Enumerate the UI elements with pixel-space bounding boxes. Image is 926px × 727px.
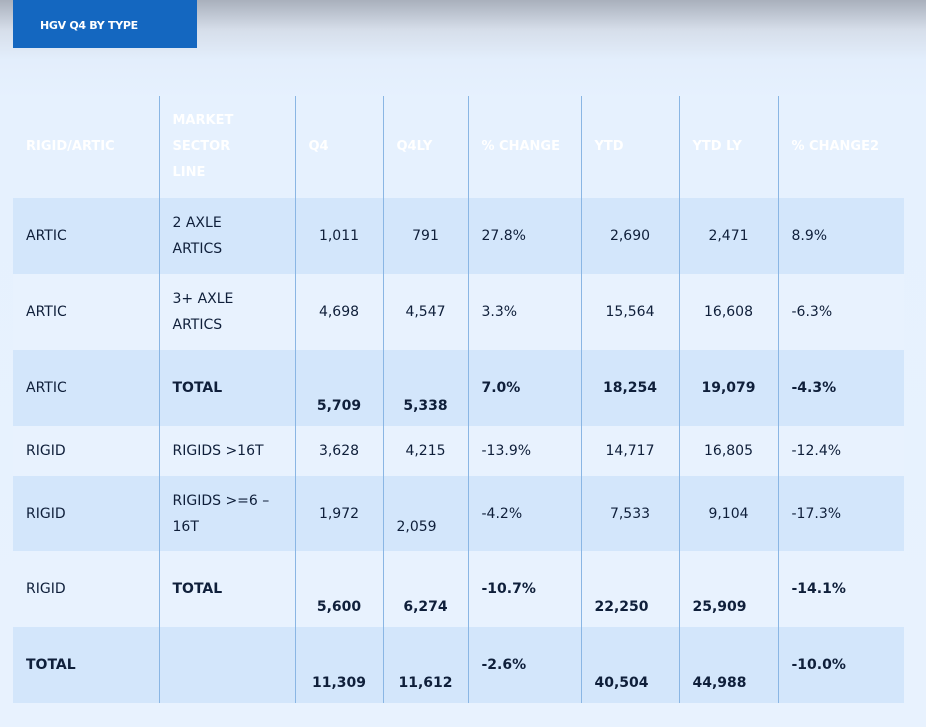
cell-q4: 1,972 <box>295 476 384 551</box>
cell-pct-change2: 8.9% <box>778 198 904 274</box>
cell-market-sector-line: RIGIDS >16T <box>159 426 296 476</box>
data-table: RIGID/ARTIC MARKET SECTOR LINE Q4 Q4LY %… <box>13 96 904 703</box>
column-header[interactable]: % CHANGE <box>468 96 582 198</box>
cell-rigid-artic: TOTAL <box>13 627 160 703</box>
cell-q4ly: 5,338 <box>383 350 469 426</box>
cell-pct-change: -13.9% <box>468 426 582 476</box>
cell-ytd: 18,254 <box>581 350 680 426</box>
cell-q4: 1,011 <box>295 198 384 274</box>
cell-ytd-ly: 2,471 <box>679 198 779 274</box>
cell-market-sector-line <box>159 627 296 703</box>
cell-ytd: 22,250 <box>581 551 680 627</box>
cell-ytd: 14,717 <box>581 426 680 476</box>
column-header-label: MARKET SECTOR LINE <box>172 113 234 180</box>
column-header[interactable]: Q4LY <box>383 96 469 198</box>
cell-pct-change2: -10.0% <box>778 627 904 703</box>
cell-market-sector-line: 2 AXLE ARTICS <box>159 198 296 274</box>
column-header[interactable]: YTD LY <box>679 96 779 198</box>
cell-q4: 11,309 <box>295 627 384 703</box>
column-header-label: % CHANGE <box>481 139 560 154</box>
header-row: RIGID/ARTIC MARKET SECTOR LINE Q4 Q4LY %… <box>13 96 904 198</box>
table-row[interactable]: RIGID RIGIDS >16T 3,628 4,215 -13.9% 14,… <box>13 426 904 476</box>
cell-ytd: 15,564 <box>581 274 680 350</box>
table-row[interactable]: TOTAL 11,309 11,612 -2.6% 40,504 44,988 … <box>13 627 904 703</box>
table-row[interactable]: ARTIC 2 AXLE ARTICS 1,011 791 27.8% 2,69… <box>13 198 904 274</box>
table-row[interactable]: ARTIC 3+ AXLE ARTICS 4,698 4,547 3.3% 15… <box>13 274 904 350</box>
cell-ytd-ly: 9,104 <box>679 476 779 551</box>
cell-rigid-artic: ARTIC <box>13 274 160 350</box>
table-row[interactable]: ARTIC TOTAL 5,709 5,338 7.0% 18,254 19,0… <box>13 350 904 426</box>
column-header[interactable]: RIGID/ARTIC <box>13 96 160 198</box>
table-row[interactable]: RIGID RIGIDS >=6 – 16T 1,972 2,059 -4.2%… <box>13 476 904 551</box>
cell-rigid-artic: RIGID <box>13 551 160 627</box>
cell-q4: 5,600 <box>295 551 384 627</box>
cell-q4ly: 791 <box>383 198 469 274</box>
cell-pct-change: -10.7% <box>468 551 582 627</box>
cell-market-sector-line: TOTAL <box>159 551 296 627</box>
cell-q4ly: 4,547 <box>383 274 469 350</box>
cell-pct-change: -2.6% <box>468 627 582 703</box>
table-row[interactable]: RIGID TOTAL 5,600 6,274 -10.7% 22,250 25… <box>13 551 904 627</box>
column-header[interactable]: MARKET SECTOR LINE <box>159 96 296 198</box>
cell-ytd-ly: 25,909 <box>679 551 779 627</box>
cell-q4ly: 4,215 <box>383 426 469 476</box>
tab-hgv-q4-by-type[interactable]: HGV Q4 BY TYPE <box>13 0 197 48</box>
column-header-label: % CHANGE2 <box>791 139 880 154</box>
column-header[interactable]: % CHANGE2 <box>778 96 904 198</box>
cell-text: RIGIDS >=6 – 16T <box>172 492 270 535</box>
cell-ytd: 7,533 <box>581 476 680 551</box>
cell-pct-change2: -12.4% <box>778 426 904 476</box>
cell-pct-change: 3.3% <box>468 274 582 350</box>
cell-text: 2 AXLE ARTICS <box>172 215 223 257</box>
cell-ytd: 40,504 <box>581 627 680 703</box>
cell-ytd: 2,690 <box>581 198 680 274</box>
cell-market-sector-line: RIGIDS >=6 – 16T <box>159 476 296 551</box>
cell-market-sector-line: 3+ AXLE ARTICS <box>159 274 296 350</box>
cell-rigid-artic: RIGID <box>13 426 160 476</box>
cell-market-sector-line: TOTAL <box>159 350 296 426</box>
cell-q4: 3,628 <box>295 426 384 476</box>
cell-q4: 5,709 <box>295 350 384 426</box>
cell-text: 3+ AXLE ARTICS <box>172 291 234 333</box>
cell-pct-change: 27.8% <box>468 198 582 274</box>
column-header[interactable]: Q4 <box>295 96 384 198</box>
cell-pct-change2: -6.3% <box>778 274 904 350</box>
cell-ytd-ly: 16,608 <box>679 274 779 350</box>
cell-rigid-artic: ARTIC <box>13 350 160 426</box>
cell-pct-change2: -14.1% <box>778 551 904 627</box>
cell-pct-change2: -17.3% <box>778 476 904 551</box>
column-header[interactable]: YTD <box>581 96 680 198</box>
cell-q4: 4,698 <box>295 274 384 350</box>
cell-ytd-ly: 16,805 <box>679 426 779 476</box>
cell-ytd-ly: 19,079 <box>679 350 779 426</box>
cell-rigid-artic: RIGID <box>13 476 160 551</box>
cell-ytd-ly: 44,988 <box>679 627 779 703</box>
cell-q4ly: 2,059 <box>383 476 469 551</box>
cell-pct-change2: -4.3% <box>778 350 904 426</box>
cell-q4ly: 6,274 <box>383 551 469 627</box>
cell-pct-change: -4.2% <box>468 476 582 551</box>
cell-q4ly: 11,612 <box>383 627 469 703</box>
cell-rigid-artic: ARTIC <box>13 198 160 274</box>
cell-pct-change: 7.0% <box>468 350 582 426</box>
